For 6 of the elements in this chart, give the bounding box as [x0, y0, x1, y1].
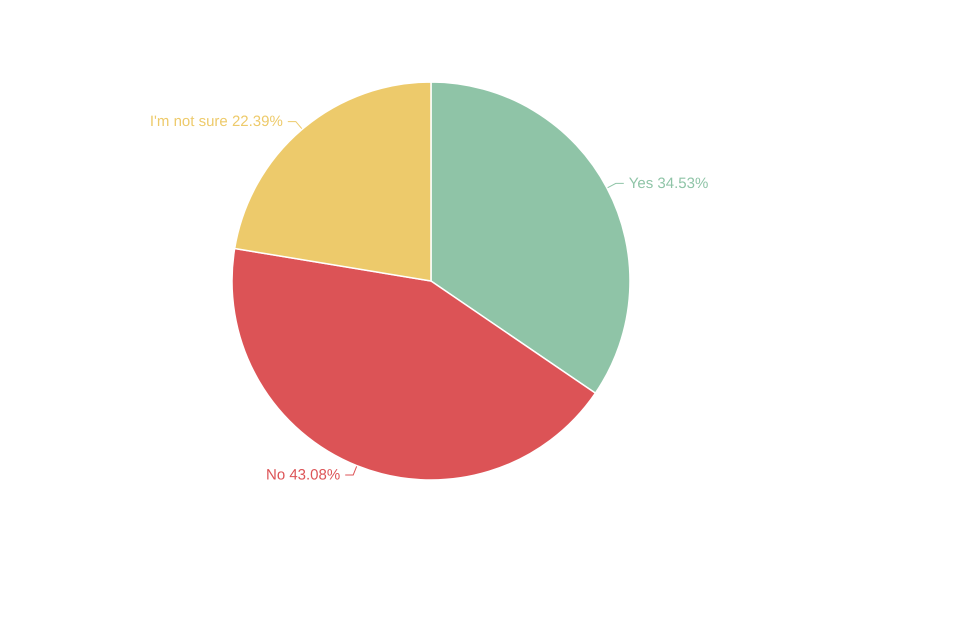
data-label: 22.39%	[232, 113, 283, 130]
slice-label: Yes	[628, 174, 654, 192]
data-label: 34.53%	[657, 174, 708, 192]
slice-label: I'm not sure	[150, 113, 228, 130]
slice-label: No	[266, 466, 286, 484]
data-label: 43.08%	[289, 466, 340, 484]
